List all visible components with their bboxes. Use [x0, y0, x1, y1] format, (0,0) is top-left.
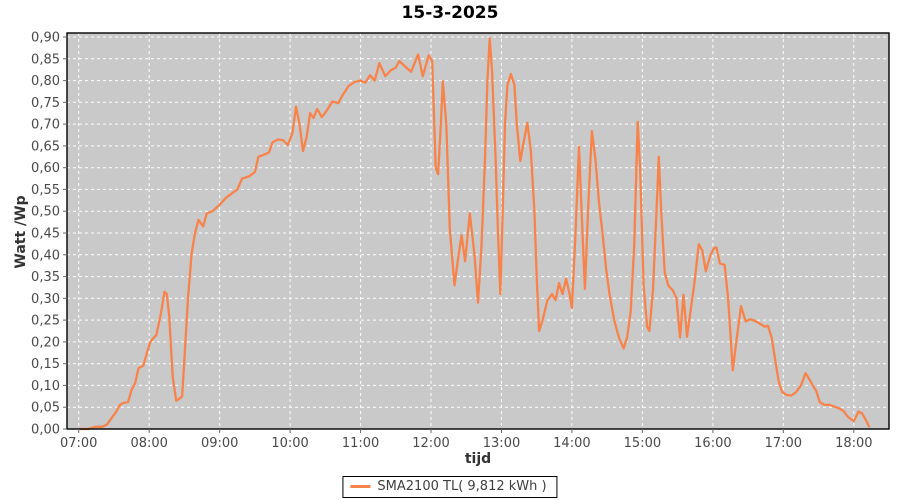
y-tick-label: 0,20: [31, 335, 60, 350]
y-tick-label: 0,15: [31, 357, 60, 372]
y-tick-label: 0,40: [31, 248, 60, 263]
x-tick-label: 15:00: [624, 436, 661, 451]
y-tick-label: 0,05: [31, 401, 60, 416]
x-tick-label: 11:00: [342, 436, 379, 451]
series-line: [78, 37, 871, 431]
x-tick-label: 14:00: [553, 436, 590, 451]
y-axis-title: Watt /Wp: [13, 195, 29, 269]
y-tick-label: 0,85: [31, 52, 60, 67]
y-tick-label: 0,70: [31, 118, 60, 133]
y-tick-label: 0,35: [31, 270, 60, 285]
plot-border: [66, 32, 890, 430]
y-tick-label: 0,55: [31, 183, 60, 198]
y-tick-label: 0,60: [31, 161, 60, 176]
y-tick-label: 0,30: [31, 292, 60, 307]
y-tick-label: 0,10: [31, 379, 60, 394]
legend-box: SMA2100 TL( 9,812 kWh ): [342, 476, 558, 498]
legend-label: SMA2100 TL( 9,812 kWh ): [377, 479, 547, 494]
y-tick-label: 0,00: [31, 423, 60, 438]
legend-line-swatch: [350, 485, 371, 488]
page-title: 15-3-2025: [401, 3, 499, 23]
x-tick-label: 10:00: [271, 436, 308, 451]
y-tick-label: 0,90: [31, 31, 60, 46]
x-tick-label: 09:00: [201, 436, 238, 451]
x-tick-label: 17:00: [765, 436, 802, 451]
y-tick-label: 0,25: [31, 314, 60, 329]
x-tick-label: 13:00: [483, 436, 520, 451]
y-tick-label: 0,75: [31, 96, 60, 111]
y-tick-label: 0,80: [31, 74, 60, 89]
x-tick-label: 12:00: [412, 436, 449, 451]
x-tick-label: 16:00: [694, 436, 731, 451]
y-tick-label: 0,50: [31, 205, 60, 220]
plot-background: [67, 33, 889, 429]
x-axis-title: tijd: [464, 451, 492, 467]
x-tick-label: 08:00: [130, 436, 167, 451]
y-tick-label: 0,45: [31, 227, 60, 242]
y-tick-label: 0,65: [31, 139, 60, 154]
x-tick-label: 18:00: [835, 436, 872, 451]
x-tick-label: 07:00: [60, 436, 97, 451]
